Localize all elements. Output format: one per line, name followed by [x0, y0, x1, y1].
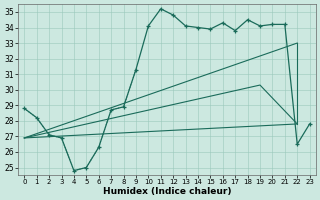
X-axis label: Humidex (Indice chaleur): Humidex (Indice chaleur)	[103, 187, 231, 196]
